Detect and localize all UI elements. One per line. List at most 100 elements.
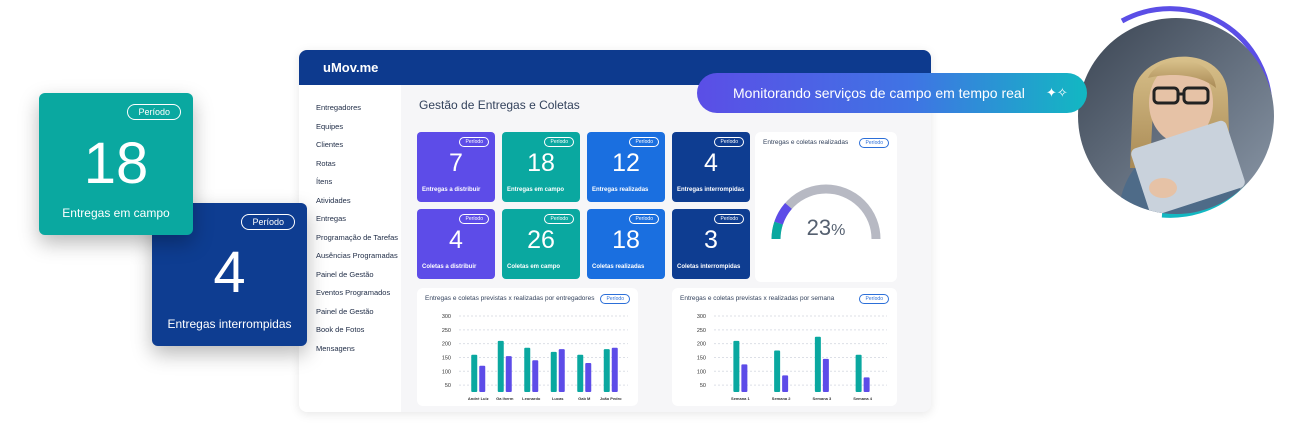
sidebar-item[interactable]: Ítens bbox=[316, 177, 333, 186]
tile-period-badge[interactable]: Período bbox=[544, 214, 574, 224]
gauge-panel: Entregas e coletas realizadas Período 23… bbox=[755, 132, 897, 282]
pill-text: Monitorando serviços de campo em tempo r… bbox=[733, 85, 1025, 101]
bar[interactable] bbox=[855, 354, 862, 392]
gauge-fill-purple bbox=[774, 202, 793, 225]
gauge-period-badge[interactable]: Período bbox=[859, 138, 889, 148]
bar[interactable] bbox=[532, 360, 539, 392]
x-tick-label: Ga iherm bbox=[496, 396, 514, 401]
x-tick-label: Gab M bbox=[578, 396, 591, 401]
card-entregas-em-campo: Período 18 Entregas em campo bbox=[39, 93, 193, 235]
app-logo: uMov.me bbox=[323, 60, 379, 75]
x-tick-label: Semana 1 bbox=[731, 396, 750, 401]
sidebar-item[interactable]: Programação de Tarefas bbox=[316, 232, 398, 242]
tile-label: Entregas a distribuir bbox=[422, 187, 481, 193]
sidebar-item[interactable]: Rotas bbox=[316, 158, 336, 168]
x-tick-label: Semana 4 bbox=[853, 396, 872, 401]
y-tick-label: 200 bbox=[697, 342, 706, 348]
bar[interactable] bbox=[471, 354, 478, 392]
sidebar-item[interactable]: Painel de Gestão bbox=[316, 269, 374, 279]
chart-panel-entregadores: Entregas e coletas previstas x realizada… bbox=[417, 288, 638, 406]
tile-value: 26 bbox=[527, 226, 555, 254]
tile-value: 12 bbox=[612, 149, 640, 177]
kpi-tile[interactable]: Período 12 Entregas realizadas bbox=[587, 132, 665, 202]
sidebar-item[interactable]: Book de Fotos bbox=[316, 325, 365, 334]
tile-period-badge[interactable]: Período bbox=[714, 137, 744, 147]
bar[interactable] bbox=[782, 375, 789, 392]
tile-value: 4 bbox=[449, 226, 463, 254]
tile-value: 3 bbox=[704, 226, 718, 254]
bar[interactable] bbox=[814, 336, 821, 392]
sidebar-item[interactable]: Eventos Programados bbox=[316, 288, 391, 297]
card-value: 4 bbox=[213, 240, 246, 305]
tile-period-badge[interactable]: Período bbox=[629, 214, 659, 224]
bar[interactable] bbox=[550, 351, 557, 392]
tile-period-badge[interactable]: Período bbox=[714, 214, 744, 224]
bar[interactable] bbox=[741, 364, 748, 392]
x-tick-label: Semana 2 bbox=[772, 396, 791, 401]
y-tick-label: 150 bbox=[442, 355, 451, 361]
gauge-title: Entregas e coletas realizadas bbox=[763, 139, 849, 146]
bar[interactable] bbox=[585, 362, 592, 392]
tile-period-badge[interactable]: Período bbox=[459, 214, 489, 224]
bar[interactable] bbox=[774, 350, 781, 392]
card-label: Entregas em campo bbox=[62, 206, 170, 220]
y-tick-label: 50 bbox=[700, 383, 706, 389]
gauge-fill-teal bbox=[771, 221, 783, 240]
card-period-badge[interactable]: Período bbox=[241, 214, 295, 230]
tile-label: Entregas interrompidas bbox=[677, 187, 745, 193]
tile-label: Coletas interrompidas bbox=[677, 264, 741, 270]
tile-period-badge[interactable]: Período bbox=[459, 137, 489, 147]
kpi-tile[interactable]: Período 3 Coletas interrompidas bbox=[672, 209, 750, 279]
tile-label: Coletas em campo bbox=[507, 264, 561, 270]
sidebar-item[interactable]: Clientes bbox=[316, 140, 344, 149]
x-tick-label: João Pedro bbox=[600, 396, 622, 401]
y-tick-label: 100 bbox=[697, 369, 706, 375]
bar[interactable] bbox=[497, 340, 504, 392]
bar[interactable] bbox=[505, 356, 512, 392]
card-period-badge[interactable]: Período bbox=[127, 104, 181, 120]
bar[interactable] bbox=[479, 365, 486, 392]
kpi-tile[interactable]: Período 4 Entregas interrompidas bbox=[672, 132, 750, 202]
tile-period-badge[interactable]: Período bbox=[544, 137, 574, 147]
chart-period-badge[interactable]: Período bbox=[600, 294, 630, 304]
tile-value: 18 bbox=[612, 226, 640, 254]
gauge-chart bbox=[771, 184, 881, 240]
y-tick-label: 250 bbox=[697, 328, 706, 334]
tile-label: Entregas realizadas bbox=[592, 187, 649, 193]
chart-period-badge[interactable]: Período bbox=[859, 294, 889, 304]
gauge-number: 23 bbox=[806, 215, 832, 240]
bar[interactable] bbox=[611, 347, 618, 392]
sidebar-item[interactable]: Equipes bbox=[316, 121, 344, 131]
sidebar-item[interactable]: Atividades bbox=[316, 195, 351, 205]
kpi-tile[interactable]: Período 7 Entregas a distribuir bbox=[417, 132, 495, 202]
bar[interactable] bbox=[577, 354, 584, 392]
sidebar-item[interactable]: Entregadores bbox=[316, 103, 362, 112]
kpi-tile[interactable]: Período 18 Entregas em campo bbox=[502, 132, 580, 202]
sidebar-item[interactable]: Painel de Gestão bbox=[316, 306, 374, 316]
sidebar-item[interactable]: Mensagens bbox=[316, 343, 355, 353]
chart-panel-semana: Entregas e coletas previstas x realizada… bbox=[672, 288, 897, 406]
card-value: 18 bbox=[83, 131, 149, 196]
y-tick-label: 300 bbox=[442, 314, 451, 320]
card-label: Entregas interrompidas bbox=[167, 317, 292, 331]
x-tick-label: Semana 3 bbox=[813, 396, 832, 401]
bar[interactable] bbox=[558, 349, 565, 392]
y-tick-label: 200 bbox=[442, 342, 451, 348]
person-photo-icon bbox=[1078, 18, 1274, 214]
tile-period-badge[interactable]: Período bbox=[629, 137, 659, 147]
gauge-unit: % bbox=[831, 222, 846, 239]
kpi-tile[interactable]: Período 4 Coletas a distribuir bbox=[417, 209, 495, 279]
sidebar-item[interactable]: Entregas bbox=[316, 214, 347, 223]
tile-label: Entregas em campo bbox=[507, 187, 565, 193]
kpi-tile[interactable]: Período 18 Coletas realizadas bbox=[587, 209, 665, 279]
bar[interactable] bbox=[733, 340, 740, 392]
kpi-tile[interactable]: Período 26 Coletas em campo bbox=[502, 209, 580, 279]
monitoring-pill: Monitorando serviços de campo em tempo r… bbox=[697, 73, 1087, 113]
chart-title: Entregas e coletas previstas x realizada… bbox=[680, 295, 835, 302]
bar[interactable] bbox=[863, 377, 870, 392]
bar[interactable] bbox=[603, 349, 610, 392]
bar[interactable] bbox=[822, 358, 829, 392]
page-title: Gestão de Entregas e Coletas bbox=[419, 98, 580, 112]
bar[interactable] bbox=[524, 347, 531, 392]
sidebar-item[interactable]: Ausências Programadas bbox=[316, 251, 398, 260]
